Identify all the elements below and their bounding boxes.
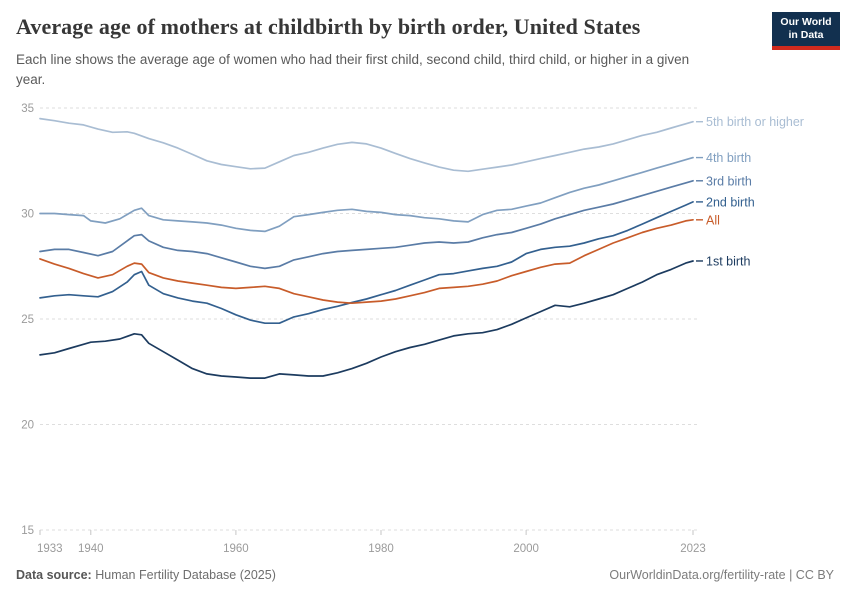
credit-link[interactable]: OurWorldinData.org/fertility-rate | CC B… bbox=[609, 568, 834, 582]
y-axis-label-35: 35 bbox=[21, 103, 34, 115]
x-axis-label-2000: 2000 bbox=[513, 543, 539, 555]
y-axis-label-25: 25 bbox=[21, 314, 34, 326]
x-axis-label-1940: 1940 bbox=[78, 543, 104, 555]
line-chart: 15 20 25 30 35 1933 1940 1960 1980 2000 2023 5th bi… bbox=[0, 95, 850, 570]
owid-logo[interactable]: Our World in Data bbox=[772, 12, 840, 50]
chart-canvas: 15 20 25 30 35 1933 1940 1960 1980 2000 2023 5th bi… bbox=[21, 103, 804, 555]
series-line-5th-birth-or-higher bbox=[39, 117, 694, 173]
series-line-3rd-birth bbox=[39, 179, 694, 270]
legend-label-5th-birth-or-higher[interactable]: 5th birth or higher bbox=[706, 115, 804, 129]
data-source-label: Data source: bbox=[16, 568, 92, 582]
x-axis-label-1960: 1960 bbox=[223, 543, 249, 555]
data-source: Data source: Human Fertility Database (2… bbox=[16, 568, 276, 582]
page-title: Average age of mothers at childbirth by … bbox=[16, 14, 641, 39]
y-axis-label-30: 30 bbox=[21, 209, 34, 221]
y-axis-label-15: 15 bbox=[21, 525, 34, 537]
owid-logo-line1: Our World bbox=[780, 15, 832, 28]
data-source-value: Human Fertility Database (2025) bbox=[95, 568, 276, 582]
y-axis-label-20: 20 bbox=[21, 420, 34, 432]
legend-label-3rd-birth[interactable]: 3rd birth bbox=[706, 174, 752, 188]
legend-label-4th-birth[interactable]: 4th birth bbox=[706, 151, 751, 165]
x-axis-label-1980: 1980 bbox=[368, 543, 394, 555]
legend-label-2nd-birth[interactable]: 2nd birth bbox=[706, 195, 755, 209]
owid-logo-line2: in Data bbox=[788, 29, 824, 41]
legend-label-all[interactable]: All bbox=[706, 213, 720, 227]
series-line-1st-birth bbox=[39, 260, 694, 379]
series-line-2nd-birth bbox=[39, 201, 694, 325]
x-axis-label-2023: 2023 bbox=[680, 543, 706, 555]
x-axis-label-1933: 1933 bbox=[37, 543, 63, 555]
series-line-all bbox=[39, 218, 694, 305]
legend-label-1st-birth[interactable]: 1st birth bbox=[706, 254, 751, 268]
page-subtitle: Each line shows the average age of women… bbox=[16, 52, 690, 87]
chart-footer: Data source: Human Fertility Database (2… bbox=[16, 568, 834, 582]
series-line-4th-birth bbox=[39, 156, 694, 233]
